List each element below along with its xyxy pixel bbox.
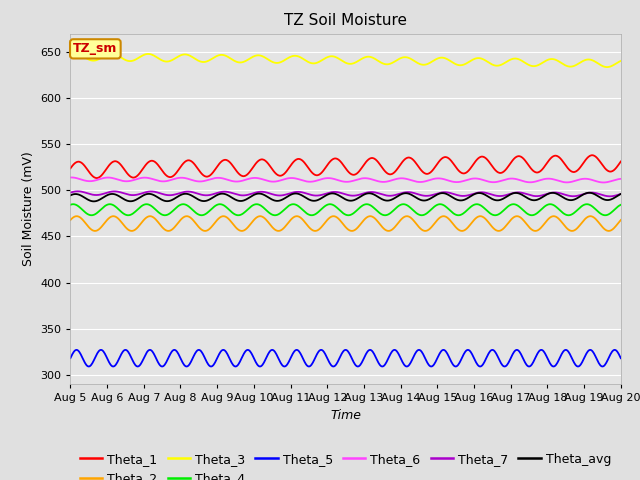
Y-axis label: Soil Moisture (mV): Soil Moisture (mV) <box>22 151 35 266</box>
X-axis label: Time: Time <box>330 408 361 421</box>
Legend: Theta_1, Theta_2, Theta_3, Theta_4, Theta_5, Theta_6, Theta_7, Theta_avg: Theta_1, Theta_2, Theta_3, Theta_4, Thet… <box>75 448 616 480</box>
Title: TZ Soil Moisture: TZ Soil Moisture <box>284 13 407 28</box>
Text: TZ_sm: TZ_sm <box>73 42 118 55</box>
